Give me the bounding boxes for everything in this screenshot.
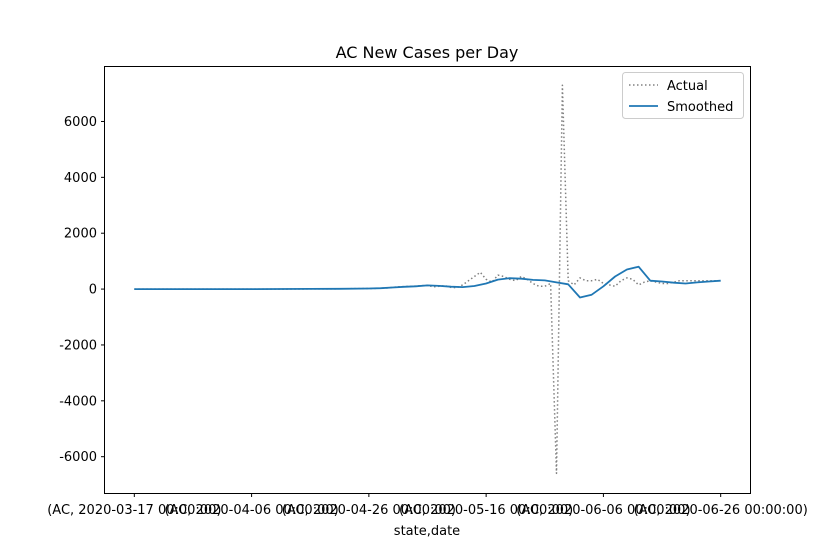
y-tick-label: 6000 [64, 115, 97, 130]
x-tick-label: (AC, 2020-03-17 00:00:00) [47, 503, 221, 518]
y-axis: -6000 -4000 -2000 0 2000 4000 6000 [59, 115, 105, 465]
x-tick-label: (AC, 2020-05-16 00:00:00) [399, 503, 573, 518]
chart-title: AC New Cases per Day [336, 43, 519, 62]
series-line-smoothed [134, 265, 721, 299]
x-tick-label: (AC, 2020-06-06 00:00:00) [516, 503, 690, 518]
plot-frame [104, 66, 751, 494]
legend-label-smoothed: Smoothed [667, 100, 733, 115]
x-tick-label: (AC, 2020-06-26 00:00:00) [634, 503, 808, 518]
legend: Actual Smoothed [622, 72, 744, 119]
x-tick-label: (AC, 2020-04-06 00:00:00) [164, 503, 338, 518]
y-tick-label: 4000 [64, 171, 97, 186]
y-tick-label: -6000 [59, 450, 97, 465]
y-tick-label: -4000 [59, 394, 97, 409]
y-tick-label: 0 [89, 283, 97, 298]
y-tick-label: 2000 [64, 227, 97, 242]
legend-box [622, 72, 744, 119]
x-axis-label: state,date [394, 524, 460, 539]
legend-label-actual: Actual [667, 79, 708, 94]
y-tick-label: -2000 [59, 338, 97, 353]
x-axis: (AC, 2020-03-17 00:00:00)(AC, 2020-04-06… [47, 493, 808, 518]
x-tick-label: (AC, 2020-04-26 00:00:00) [282, 503, 456, 518]
